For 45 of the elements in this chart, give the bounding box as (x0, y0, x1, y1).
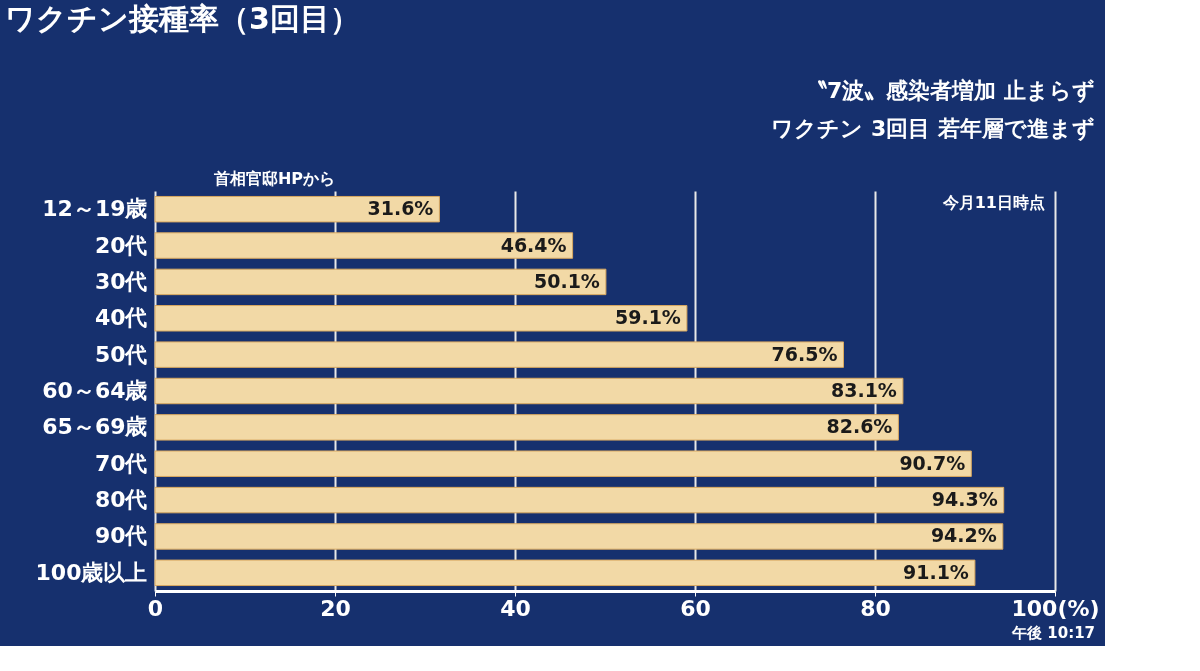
y-tick-label: 50代 (94, 341, 148, 367)
text: ワクチン 3回目 若年層で進まず (771, 116, 1095, 142)
data-label: 50.1% (533, 269, 600, 292)
y-tick-label: 65～69歳 (42, 414, 148, 440)
text: 午後 10:17 (1011, 624, 1095, 642)
data-label: 90.7% (899, 451, 966, 474)
bar (154, 195, 440, 223)
x-tick-label: 0 (147, 595, 164, 621)
bar (154, 450, 972, 477)
x-tick-label: 20 (320, 595, 351, 621)
x-tick-label: 40 (500, 595, 531, 621)
y-tick-label: 60～64歳 (42, 378, 148, 403)
data-label: 94.3% (931, 488, 998, 511)
bar (154, 414, 899, 441)
data-label: 76.5% (771, 342, 838, 365)
data-label: 83.1% (830, 379, 897, 401)
y-tick-label: 90代 (94, 523, 148, 549)
data-label: 46.4% (500, 233, 567, 256)
bar (154, 559, 976, 587)
chart-title: ワクチン接種率（3回目） (5, 1, 360, 36)
y-tick-label: 20代 (94, 232, 148, 258)
text: 首相官邸HPから (212, 169, 335, 188)
data-label: 82.6% (826, 415, 893, 438)
y-tick-label: 30代 (94, 268, 148, 294)
x-tick-label: 100(%) (1011, 595, 1100, 621)
bar (154, 341, 844, 368)
y-tick-label: 40代 (94, 305, 148, 331)
y-tick-label: 80代 (94, 487, 148, 513)
x-tick-label: 60 (680, 595, 711, 621)
text: 〝7波〟感染者増加 止まらず (805, 78, 1095, 104)
bar (154, 523, 1004, 550)
bar (154, 268, 607, 296)
annotation: 今月11日時点 (941, 193, 1045, 212)
y-tick-label: 12～19歳 (42, 196, 148, 222)
y-tick-label: 70代 (94, 450, 148, 476)
bar (154, 305, 688, 332)
data-label: 91.1% (902, 560, 969, 583)
bar (154, 377, 904, 405)
data-label: 94.2% (930, 524, 997, 547)
bar (154, 232, 574, 259)
y-tick-label: 100歳以上 (35, 559, 148, 585)
bar (154, 486, 1005, 514)
x-tick-label: 80 (860, 595, 891, 621)
data-label: 31.6% (367, 197, 434, 220)
data-label: 59.1% (614, 306, 681, 329)
